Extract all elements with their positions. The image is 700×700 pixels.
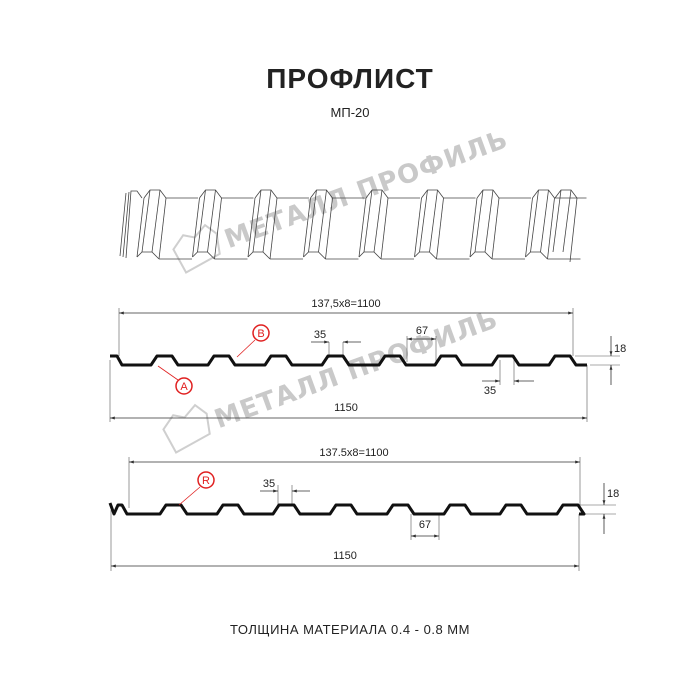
sheet-rib-line xyxy=(192,197,200,258)
sheet-rib-line xyxy=(303,197,311,258)
sheet-rib-line xyxy=(252,189,262,253)
sheet-rib-line xyxy=(525,251,548,260)
rib-top-label: 35 xyxy=(263,478,275,490)
sheet-rib-line xyxy=(363,189,373,253)
sheet-rib-line xyxy=(199,189,222,199)
sheet-rib-line xyxy=(269,197,278,260)
sheet-rib-line xyxy=(318,189,327,253)
sheet-rib-line xyxy=(310,189,333,199)
sheet-rib-line xyxy=(380,197,389,260)
sheet-rib-line xyxy=(136,197,145,258)
sheet-rib-line xyxy=(552,189,562,253)
sheet-rib-line xyxy=(136,251,160,260)
sheet-rib-line xyxy=(122,191,130,258)
sheet-rib-line xyxy=(358,251,382,260)
profile-1-dimensions: 137,5x8=1100 1150 35 67 35 18 xyxy=(109,298,626,422)
width-label: 1150 xyxy=(334,402,358,414)
profile-2-section xyxy=(108,502,586,516)
sheet-rib-line xyxy=(325,197,333,260)
sheet-rib-line xyxy=(562,189,572,253)
page-title: ПРОФЛИСТ xyxy=(266,63,433,94)
gap-label: 67 xyxy=(419,519,431,531)
sheet-rib-line xyxy=(414,197,422,258)
sheet-rib-line xyxy=(125,190,143,259)
sheet-rib-line xyxy=(525,197,533,258)
sheet-rib-line xyxy=(436,197,444,260)
sheet-rib-line xyxy=(419,189,428,253)
sheet-rib-line xyxy=(484,189,494,253)
sheet-rib-line xyxy=(530,189,539,253)
sheet-rib-line xyxy=(308,189,317,253)
marker-a-label: A xyxy=(180,381,188,393)
sheet-perspective-drawing xyxy=(119,189,587,263)
sheet-rib-line xyxy=(414,251,437,260)
width-label: 1150 xyxy=(333,550,357,562)
sheet-rib-line xyxy=(214,197,222,260)
profile-1-section xyxy=(110,354,587,367)
sheet-rib-line xyxy=(192,251,215,260)
sheet-rib-line xyxy=(151,189,161,253)
sheet-rib-line xyxy=(429,189,438,253)
sheet-rib-line xyxy=(421,189,444,199)
watermark-logo: МЕТАЛЛ ПРОФИЛЬ xyxy=(172,124,512,274)
sheet-rib-line xyxy=(141,189,151,253)
sheet-rib-line xyxy=(469,197,478,258)
sheet-rib-line xyxy=(476,189,500,199)
sheet-rib-line xyxy=(373,189,383,253)
marker-b: B xyxy=(236,324,270,358)
page-subtitle: МП-20 xyxy=(331,105,370,120)
sheet-rib-line xyxy=(303,251,326,260)
profile-2-dimensions: 137.5x8=1100 1150 35 67 18 xyxy=(110,447,619,571)
sheet-rib-line xyxy=(365,189,389,199)
gap-label: 67 xyxy=(416,325,428,337)
height-label: 18 xyxy=(614,343,626,355)
sheet-rib-line xyxy=(469,251,493,260)
material-thickness-note: ТОЛЩИНА МАТЕРИАЛА 0.4 - 0.8 ММ xyxy=(230,622,470,637)
height-label: 18 xyxy=(607,488,619,500)
sheet-rib-line xyxy=(119,192,127,257)
sheet-rib-line xyxy=(247,251,271,260)
watermark-image xyxy=(208,299,504,437)
pitch-label: 137,5x8=1100 xyxy=(311,298,380,310)
sheet-rib-line xyxy=(474,189,484,253)
marker-a: A xyxy=(157,365,193,395)
sheet-rib-line xyxy=(254,189,278,199)
sheet-rib-line xyxy=(262,189,272,253)
watermark-logo xyxy=(162,299,504,454)
sheet-rib-line xyxy=(197,189,206,253)
pitch-label: 137.5x8=1100 xyxy=(319,447,388,459)
rib-top-label: 35 xyxy=(314,329,326,341)
marker-r-label: R xyxy=(202,475,210,487)
sheet-rib-line xyxy=(143,189,167,199)
marker-b-label: B xyxy=(257,328,264,340)
marker-r: R xyxy=(178,471,215,506)
rib-bottom-label: 35 xyxy=(484,385,496,397)
sheet-rib-line xyxy=(207,189,216,253)
sheet-rib-line xyxy=(247,197,256,258)
sheet-rib-line xyxy=(540,189,549,253)
sheet-rib-line xyxy=(358,197,367,258)
sheet-rib-line xyxy=(547,197,555,260)
sheet-rib-line xyxy=(532,189,555,199)
sheet-rib-line xyxy=(158,197,167,260)
sheet-rib-line xyxy=(491,197,500,260)
